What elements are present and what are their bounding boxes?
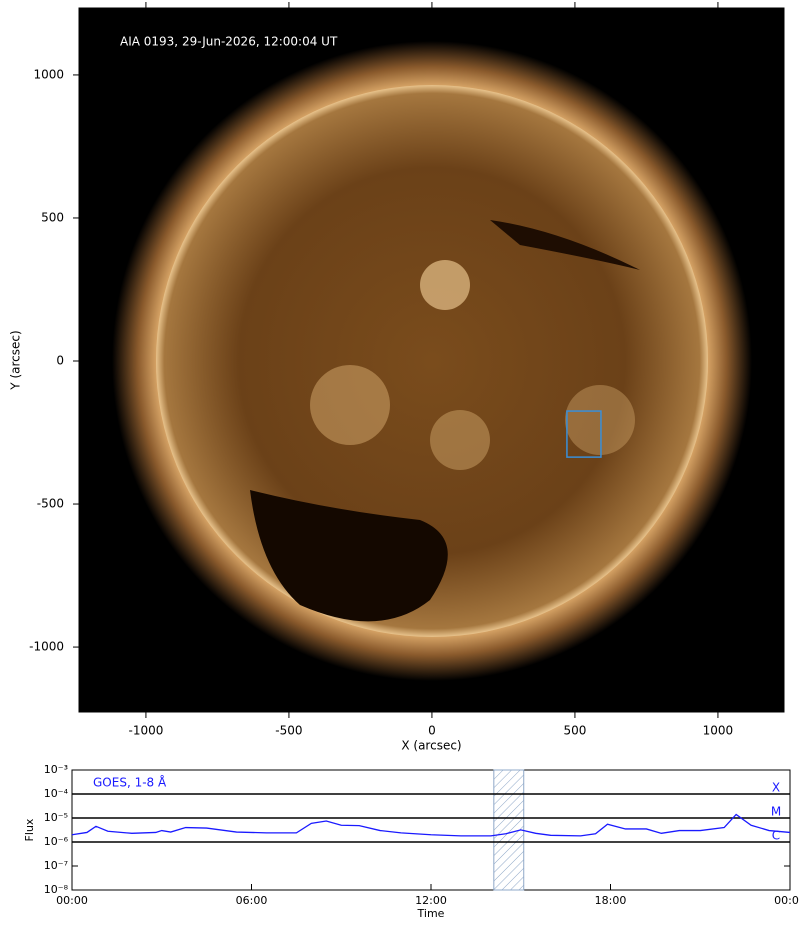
legend-label: GOES, 1-8 Å bbox=[93, 775, 167, 790]
x-tick-label: 00:00 bbox=[56, 894, 88, 907]
x-axis-label: Time bbox=[417, 907, 445, 920]
y-tick-label: 10⁻⁶ bbox=[44, 835, 69, 848]
y-tick-label: 1000 bbox=[33, 67, 64, 81]
x-tick-label: 500 bbox=[563, 724, 586, 738]
y-tick-label: 10⁻⁴ bbox=[44, 787, 69, 800]
annotation: AIA 0193, 29-Jun-2026, 12:00:04 UT bbox=[120, 35, 338, 49]
x-axis-label: X (arcsec) bbox=[401, 739, 461, 753]
coronal-hole bbox=[490, 220, 640, 270]
y-tick-label: 10⁻⁸ bbox=[44, 883, 69, 896]
y-tick-label: 10⁻⁵ bbox=[44, 811, 68, 824]
y-tick-label: -1000 bbox=[29, 640, 64, 654]
y-axis-label: Y (arcsec) bbox=[9, 330, 23, 390]
level-label: X bbox=[772, 781, 780, 795]
active-region bbox=[430, 410, 490, 470]
level-label: C bbox=[772, 829, 780, 843]
level-label: M bbox=[771, 805, 781, 819]
x-tick-label: 12:00 bbox=[415, 894, 447, 907]
x-tick-label: 00:00 bbox=[774, 894, 799, 907]
x-tick-label: -500 bbox=[275, 724, 302, 738]
axes-frame bbox=[71, 769, 791, 891]
x-tick-label: 0 bbox=[428, 724, 436, 738]
x-tick-label: 06:00 bbox=[236, 894, 268, 907]
solar-disk bbox=[156, 85, 708, 637]
y-tick-label: 10⁻³ bbox=[44, 763, 68, 776]
active-region bbox=[420, 260, 470, 310]
y-tick-label: 0 bbox=[56, 354, 64, 368]
y-axis-label: Flux bbox=[23, 818, 36, 841]
x-tick-label: -1000 bbox=[128, 724, 163, 738]
goes-panel: XMC 10⁻⁸ 10⁻⁷ 10⁻⁶ 10⁻⁵ 10⁻⁴ 10⁻³ 00:00 06:00 12:… bbox=[23, 763, 799, 920]
y-tick-label: 10⁻⁷ bbox=[44, 859, 68, 872]
x-tick-label: 18:00 bbox=[595, 894, 627, 907]
solar-image-panel: AIA 0193, 29-Jun-2026, 12:00:04 UT -1000 -… bbox=[9, 2, 785, 753]
x-tick-label: 1000 bbox=[703, 724, 734, 738]
coronal-hole bbox=[250, 490, 448, 622]
y-tick-label: -500 bbox=[37, 497, 64, 511]
region-box bbox=[566, 410, 602, 458]
flux-line bbox=[71, 813, 791, 837]
y-tick-label: 500 bbox=[41, 210, 64, 224]
active-region bbox=[310, 365, 390, 445]
active-region bbox=[565, 385, 635, 455]
